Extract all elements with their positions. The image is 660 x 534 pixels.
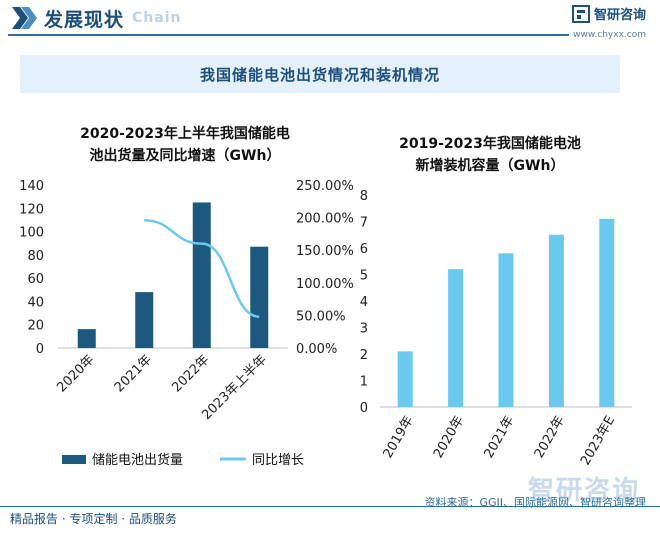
chart2-bars [397,218,615,407]
title-wrap: 发展现状 Chain [12,4,181,32]
logo-icon [571,4,590,23]
chart1-y2-tick: 150.00% [296,244,354,259]
chart1-y2-tick: 50.00% [296,309,346,324]
top-divider [8,34,648,36]
chart2-y-tick: 2 [360,348,368,363]
shipment-chart: 2020-2023年上半年我国储能电 池出货量及同比增速（GWh） 0 20 40 6… [19,125,354,468]
chart2-title-line1: 2019-2023年我国储能电池 [399,135,581,152]
chart2-x-label: 2019年 [381,414,417,461]
chart2-x-label: 2022年 [532,414,568,461]
chart1-y2-tick: 200.00% [296,212,354,227]
chart1-y2-axis: 0.00% 50.00% 100.00% 150.00% 200.00% 250.00% [296,179,354,357]
chart2-bar [548,234,564,407]
chart1-y-tick: 120 [19,202,44,217]
chart2-x-labels: 2019年 2020年 2021年 2022年 2023年E [381,414,619,469]
chart2-bar [498,253,514,407]
chart1-y-tick: 80 [27,249,44,264]
chart2-y-tick: 3 [360,322,368,337]
legend-line-label: 同比增长 [252,453,304,468]
page-title: 发展现状 [44,8,125,31]
chart2-bar [397,351,413,407]
brand-name: 智研咨询 [593,8,646,23]
title-deco: Chain [132,10,182,26]
footer-slogan: 精品报告 · 专项定制 · 品质服务 [10,512,177,526]
chart1-y2-tick: 250.00% [296,179,354,194]
chart1-bar [135,292,154,348]
chart1-x-label: 2021年 [112,352,155,395]
chart2-y-tick: 4 [360,295,368,310]
chart2-bar [448,269,464,407]
chart1-growth-path [144,218,260,318]
chart1-title-line2: 池出货量及同比增速（GWh） [90,147,281,164]
chart2-x-label: 2021年 [481,414,517,461]
chart1-title-line1: 2020-2023年上半年我国储能电 [80,125,290,142]
source-note: 资料来源：GGII、国际能源网、智研咨询整理 [424,496,646,509]
chart1-y-tick: 60 [27,272,44,287]
chart1-y-tick: 40 [27,295,44,310]
chart2-y-tick: 0 [360,401,368,416]
chart1-y2-tick: 100.00% [296,277,354,292]
chart1-y-tick: 20 [27,319,44,334]
installation-chart: 2019-2023年我国储能电池 新增装机容量（GWh） 0 1 2 3 4 5 6 7 8 2… [360,135,632,469]
chart1-bars [77,202,269,348]
chart1-bar [77,329,96,348]
chart1-y-axis: 0 20 40 60 80 100 120 140 [19,179,44,357]
brand-url: www.chyxx.com [569,30,650,40]
chart2-x-label: 2020年 [431,414,467,461]
chart2-y-tick: 1 [360,375,368,390]
brand: 智研咨询 [571,4,646,23]
chart2-bar [599,218,615,407]
chart1-y-tick: 140 [19,179,44,194]
chart2-y-axis: 0 1 2 3 4 5 6 7 8 [360,189,368,416]
chart1-y2-tick: 0.00% [296,342,337,357]
top-bar: 发展现状 Chain 智研咨询 www.chyxx.com [0,0,660,40]
double-chevron-icon [12,7,37,29]
chart1-bar [192,202,211,348]
chart2-title-line2: 新增装机容量（GWh） [416,157,565,174]
chart1-y-tick: 100 [19,226,44,241]
chart2-x-label: 2023年E [578,414,618,469]
banner-text: 我国储能电池出货情况和装机情况 [199,65,440,84]
chart1-legend: 储能电池出货量 同比增长 [62,452,304,468]
footer-divider [0,506,660,507]
chart1-x-label: 2020年 [54,352,97,395]
chart2-y-tick: 5 [360,269,368,284]
watermark-brand: 智研咨询 [527,476,640,506]
legend-bar-label: 储能电池出货量 [92,452,183,468]
chart2-y-tick: 6 [360,242,368,257]
chart1-x-label: 2022年 [169,352,212,395]
chart2-y-tick: 7 [360,216,368,231]
chart1-growth-line [144,218,260,318]
section-banner: 我国储能电池出货情况和装机情况 [20,55,620,93]
chart2-y-tick: 8 [360,189,368,204]
chart1-y-tick: 0 [36,342,44,357]
legend-bar-swatch [62,455,86,464]
chart1-bar [250,246,269,348]
